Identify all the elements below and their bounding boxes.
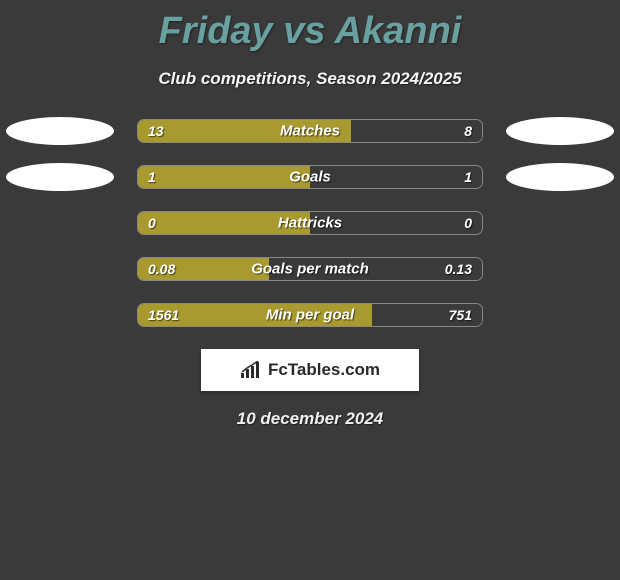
- stat-bar: 13 8 Matches: [137, 119, 483, 143]
- chart-icon: [240, 361, 262, 379]
- stat-left-value: 0: [148, 215, 156, 231]
- stats-container: 13 8 Matches 1 1 Goals 0 0 Hattricks 0.08 0.13 Goal…: [0, 119, 620, 327]
- stat-row: 1561 751 Min per goal: [0, 303, 620, 327]
- player-left-portrait: [6, 163, 114, 191]
- stat-left-value: 1561: [148, 307, 179, 323]
- stat-label: Goals per match: [251, 261, 369, 278]
- player-right-portrait: [506, 117, 614, 145]
- stat-bar: 1561 751 Min per goal: [137, 303, 483, 327]
- stat-row: 0.08 0.13 Goals per match: [0, 257, 620, 281]
- stat-label: Hattricks: [278, 215, 342, 232]
- badge-label: FcTables.com: [268, 360, 380, 380]
- stat-left-value: 13: [148, 123, 164, 139]
- stat-left-value: 0.08: [148, 261, 175, 277]
- date-label: 10 december 2024: [0, 409, 620, 429]
- stat-bar: 0.08 0.13 Goals per match: [137, 257, 483, 281]
- stat-bar-left: [138, 166, 310, 188]
- stat-bar: 0 0 Hattricks: [137, 211, 483, 235]
- stat-bar: 1 1 Goals: [137, 165, 483, 189]
- stat-right-value: 0.13: [445, 261, 472, 277]
- subtitle: Club competitions, Season 2024/2025: [0, 69, 620, 89]
- stat-right-value: 751: [449, 307, 472, 323]
- stat-bar-right: [351, 120, 482, 142]
- stat-bar-right: [310, 166, 482, 188]
- stat-label: Matches: [280, 123, 340, 140]
- page-title: Friday vs Akanni: [0, 0, 620, 53]
- player-left-portrait: [6, 117, 114, 145]
- stat-label: Min per goal: [266, 307, 354, 324]
- stat-row: 0 0 Hattricks: [0, 211, 620, 235]
- stat-right-value: 1: [464, 169, 472, 185]
- player-right-portrait: [506, 163, 614, 191]
- stat-right-value: 0: [464, 215, 472, 231]
- stat-row: 1 1 Goals: [0, 165, 620, 189]
- stat-right-value: 8: [464, 123, 472, 139]
- stat-label: Goals: [289, 169, 331, 186]
- source-badge[interactable]: FcTables.com: [201, 349, 419, 391]
- stat-row: 13 8 Matches: [0, 119, 620, 143]
- stat-left-value: 1: [148, 169, 156, 185]
